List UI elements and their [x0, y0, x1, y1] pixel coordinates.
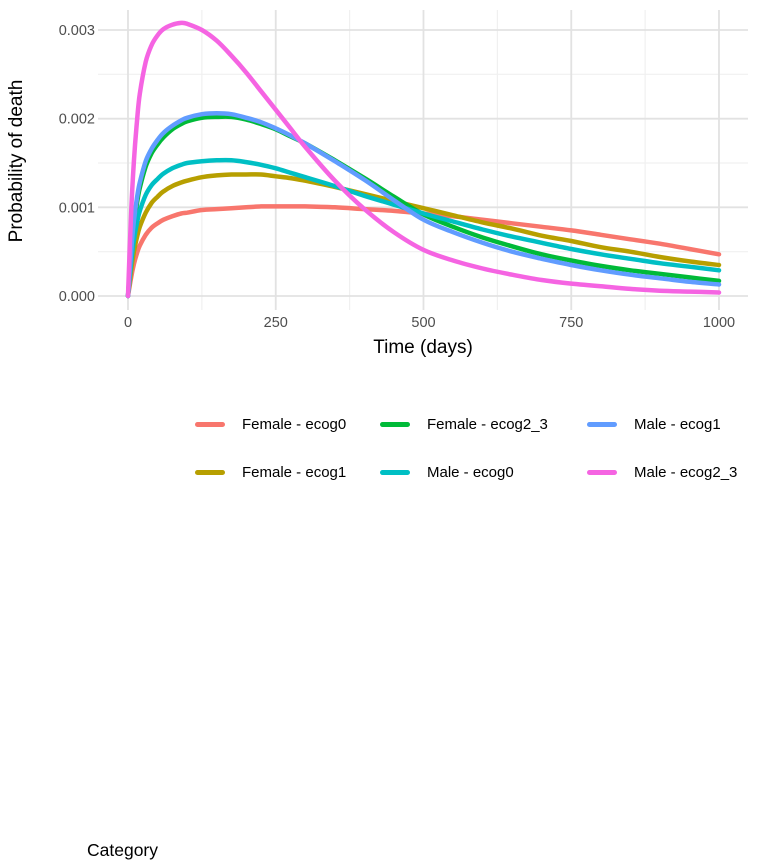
legend-item-female-ecog2-3: Female - ecog2_3 [380, 414, 548, 434]
legend-item-female-ecog1: Female - ecog1 [195, 462, 346, 482]
curve-female-ecog0 [125, 204, 722, 299]
series-curves [125, 20, 722, 299]
legend-item-male-ecog1: Male - ecog1 [587, 414, 737, 434]
x-tick-label: 250 [264, 315, 288, 331]
curve-female-ecog1 [125, 172, 722, 299]
legend-label: Female - ecog0 [242, 415, 347, 433]
legend-key-line [195, 421, 225, 427]
legend: Category Female - ecog0 Female - ecog1 Fem… [0, 400, 760, 860]
legend-key-line [587, 469, 617, 475]
legend-key-line [380, 421, 410, 427]
curve-male-ecog1 [125, 111, 722, 299]
plot-area: 0.000 0.001 0.002 0.003 0 250 500 750 1000 Time (… [6, 10, 748, 358]
legend-column: Female - ecog2_3 Male - ecog0 [380, 414, 548, 510]
legend-label: Female - ecog1 [242, 463, 347, 481]
y-axis-title: Probability of death [6, 80, 27, 243]
tick-labels: 0.000 0.001 0.002 0.003 0 250 500 750 1000 [59, 23, 735, 331]
y-tick-label: 0.001 [59, 200, 95, 216]
legend-column: Female - ecog0 Female - ecog1 [195, 414, 346, 510]
chart: 0.000 0.001 0.002 0.003 0 250 500 750 1000 Time (… [0, 10, 760, 860]
curve-male-ecog0 [125, 157, 722, 299]
x-tick-label: 0 [124, 315, 132, 331]
y-tick-label: 0.000 [59, 289, 95, 305]
legend-label: Male - ecog1 [634, 415, 721, 433]
legend-item-female-ecog0: Female - ecog0 [195, 414, 346, 434]
legend-item-male-ecog2-3: Male - ecog2_3 [587, 462, 737, 482]
legend-item-male-ecog0: Male - ecog0 [380, 462, 548, 482]
curve-male-ecog2-3 [125, 20, 722, 299]
legend-key-line [195, 469, 225, 475]
legend-label: Male - ecog0 [427, 463, 514, 481]
legend-key-line [380, 469, 410, 475]
legend-key-line [587, 421, 617, 427]
y-tick-label: 0.002 [59, 112, 95, 128]
y-tick-label: 0.003 [59, 23, 95, 39]
legend-label: Male - ecog2_3 [634, 463, 738, 481]
x-axis-title: Time (days) [373, 337, 473, 358]
legend-column: Male - ecog1 Male - ecog2_3 [587, 414, 737, 510]
legend-label: Female - ecog2_3 [427, 415, 548, 433]
x-tick-label: 750 [559, 315, 583, 331]
legend-title: Category [87, 840, 159, 860]
x-tick-label: 500 [411, 315, 435, 331]
x-tick-label: 1000 [703, 315, 735, 331]
